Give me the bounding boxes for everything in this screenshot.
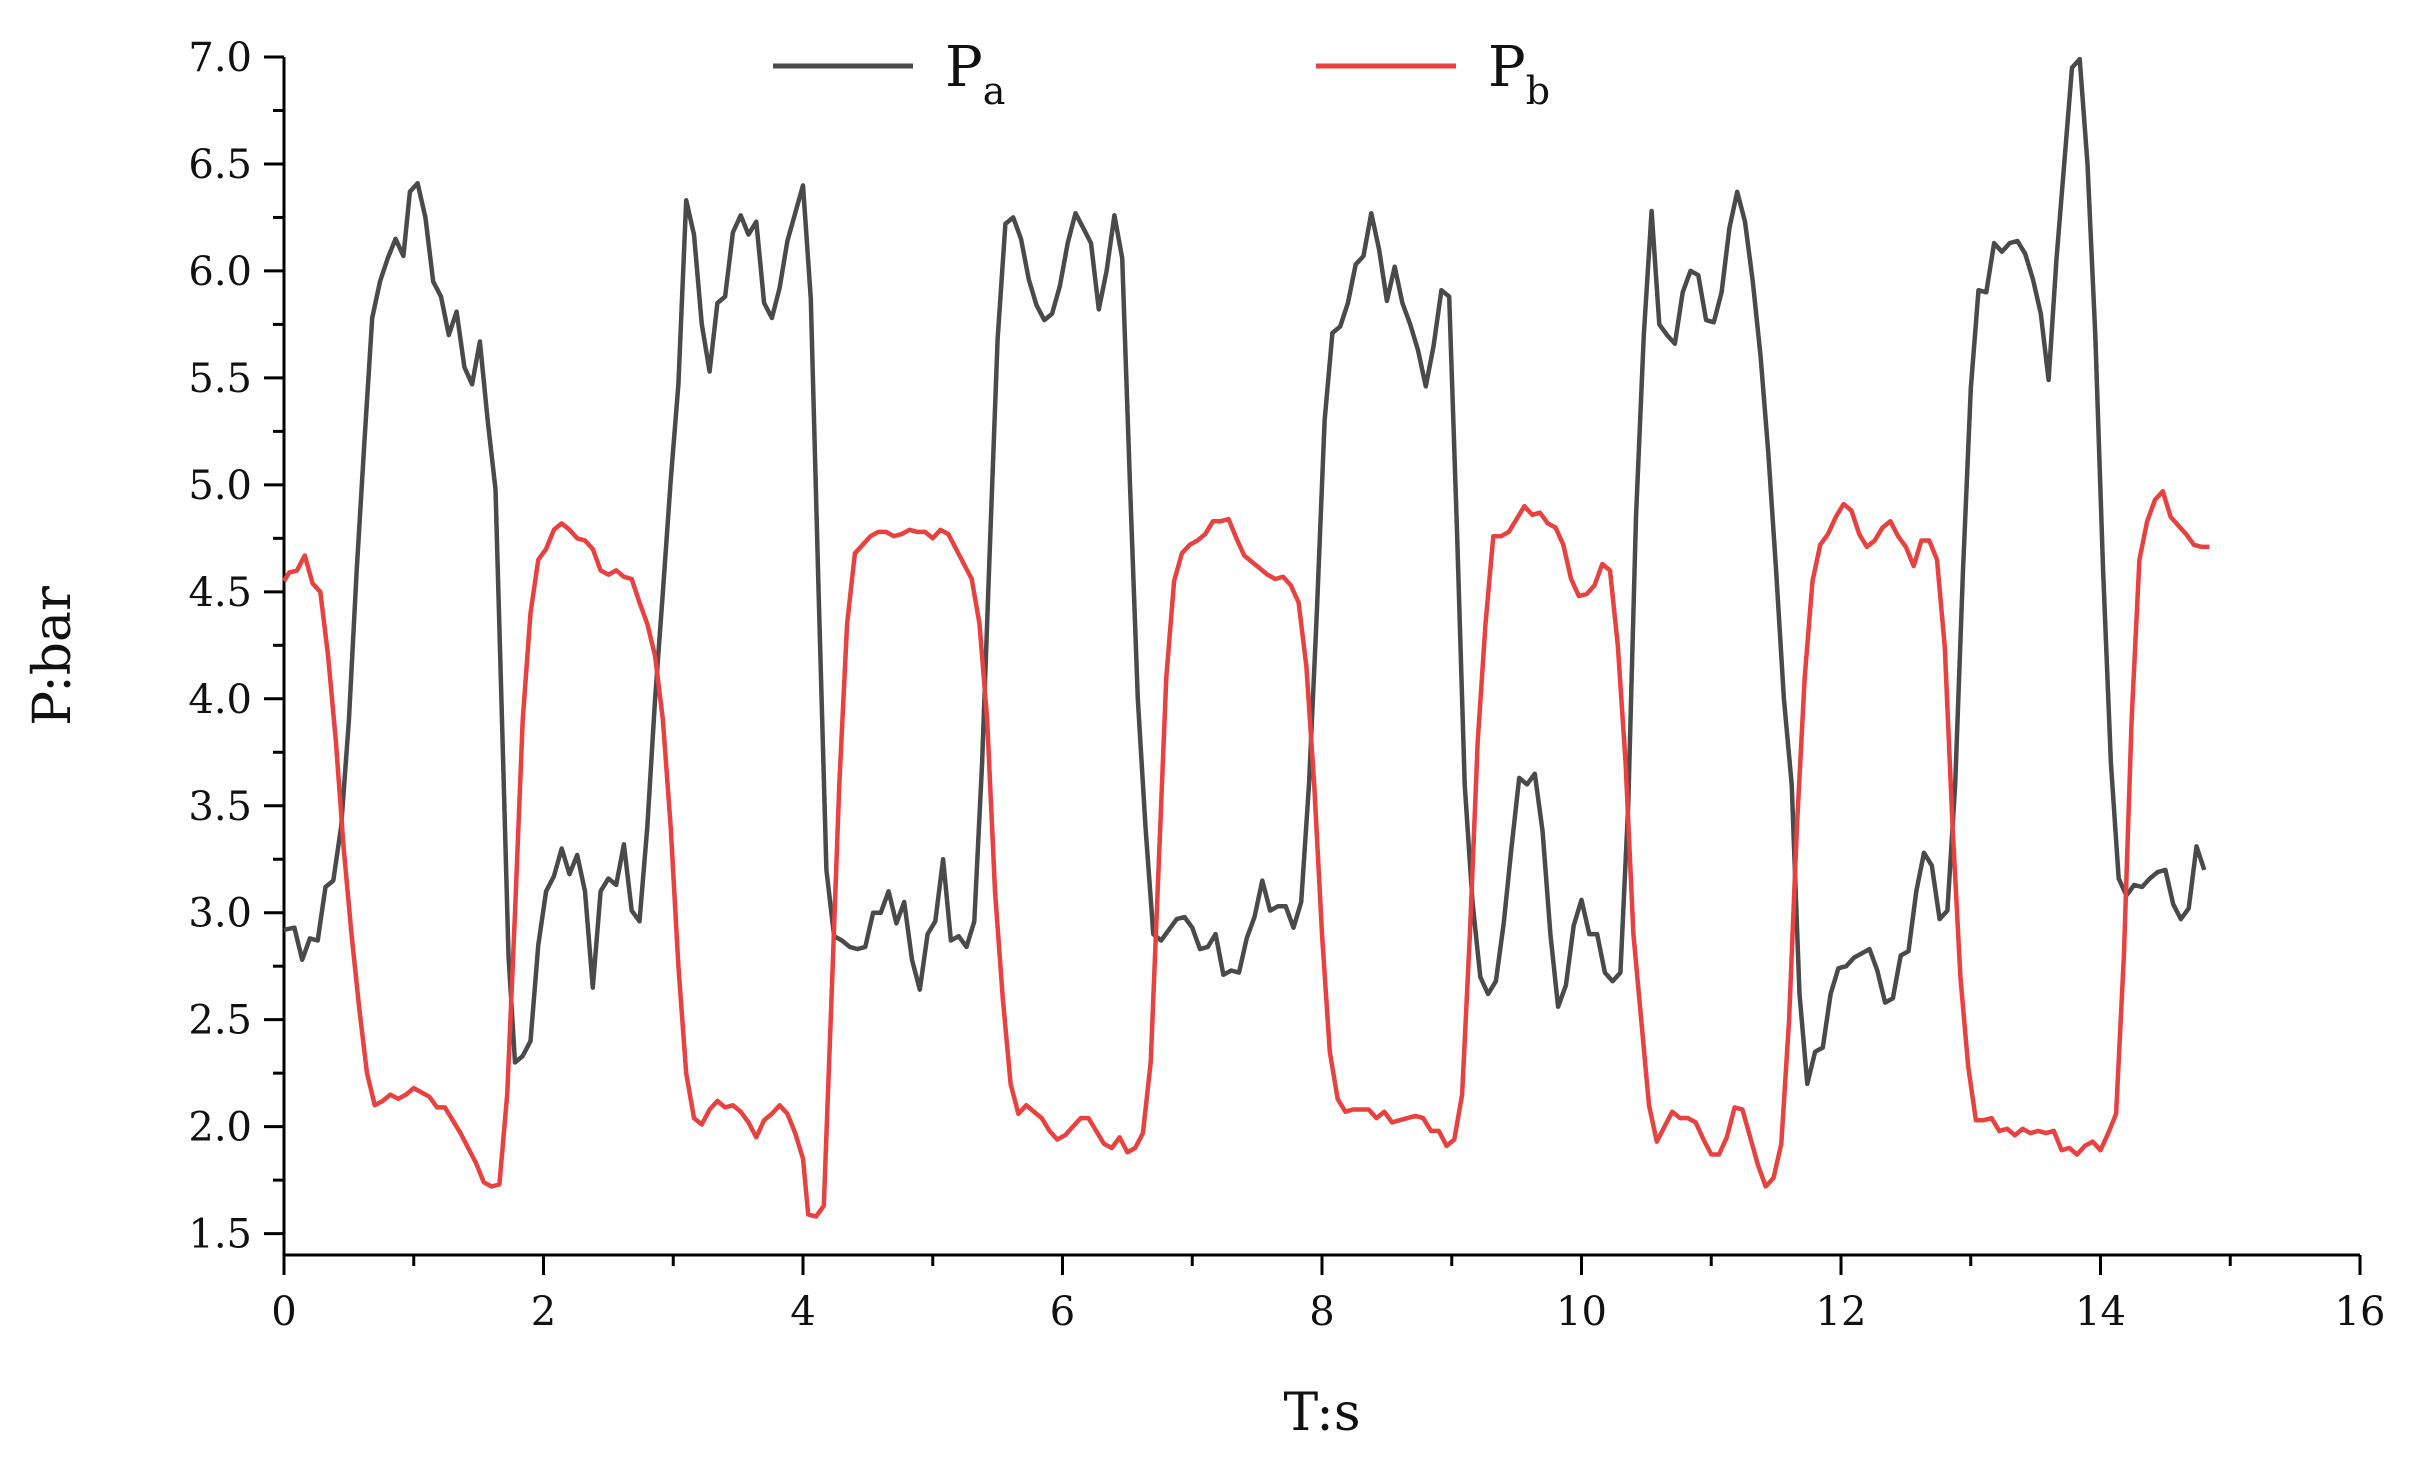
legend: Pa Pb bbox=[773, 35, 1550, 113]
legend-label: Pa bbox=[945, 35, 1005, 113]
y-tick-label: 3.0 bbox=[188, 891, 252, 937]
legend-item-p-a: Pa bbox=[773, 35, 1005, 113]
legend-item-p-b: Pb bbox=[1316, 35, 1550, 113]
x-axis-label: T:s bbox=[1283, 1383, 1360, 1443]
y-tick-label: 2.5 bbox=[188, 998, 252, 1044]
x-tick-label: 10 bbox=[1556, 1289, 1607, 1335]
x-tick-label: 12 bbox=[1816, 1289, 1867, 1335]
y-tick-label: 1.5 bbox=[188, 1212, 252, 1258]
series-layer bbox=[282, 56, 2210, 1219]
legend-label: Pb bbox=[1488, 35, 1550, 113]
x-tick-label: 14 bbox=[2075, 1289, 2126, 1335]
x-tick-label: 0 bbox=[271, 1289, 296, 1335]
y-tick-label: 5.0 bbox=[188, 463, 252, 509]
x-tick-label: 6 bbox=[1050, 1289, 1075, 1335]
series-line-p-b bbox=[282, 489, 2210, 1219]
y-tick-label: 7.0 bbox=[188, 35, 252, 81]
x-tick-label: 8 bbox=[1309, 1289, 1334, 1335]
x-tick-label: 16 bbox=[2335, 1289, 2386, 1335]
series-line-p-a bbox=[283, 56, 2207, 1087]
x-axis-ticks: 0 2 4 6 8 10 12 14 16 bbox=[271, 1255, 2385, 1335]
y-tick-label: 3.5 bbox=[188, 784, 252, 830]
x-tick-label: 2 bbox=[531, 1289, 556, 1335]
y-axis-ticks: 1.5 2.0 2.5 3.0 3.5 4.0 4.5 5.0 5.5 6.0 6.5 7.0 bbox=[188, 35, 284, 1258]
y-tick-label: 4.0 bbox=[188, 677, 252, 723]
y-tick-label: 2.0 bbox=[188, 1105, 252, 1151]
y-tick-label: 6.5 bbox=[188, 142, 252, 188]
y-tick-label: 6.0 bbox=[188, 249, 252, 295]
x-tick-label: 4 bbox=[790, 1289, 815, 1335]
axes: 0 2 4 6 8 10 12 14 16 1.5 2.0 2.5 3.0 3.5 4.0 4.5 5.0 5.… bbox=[188, 35, 2385, 1335]
y-tick-label: 5.5 bbox=[188, 356, 252, 402]
y-tick-label: 4.5 bbox=[188, 570, 252, 616]
y-axis-label: P:bar bbox=[23, 586, 83, 726]
